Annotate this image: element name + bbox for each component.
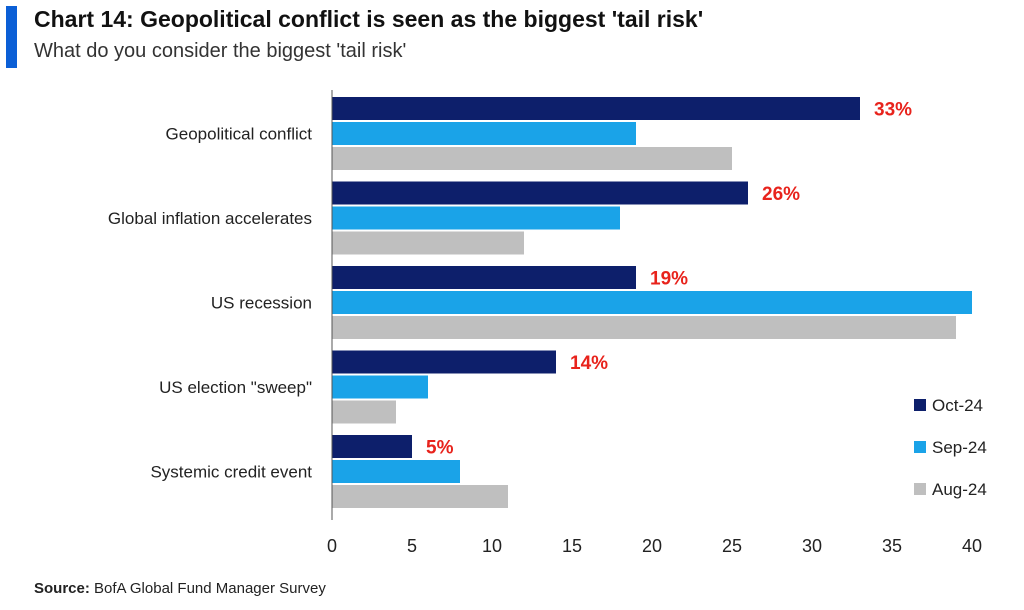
x-tick-label: 40 [962,536,982,556]
category-label: Geopolitical conflict [166,125,313,144]
bar-aug-24 [332,231,524,255]
legend-swatch [914,483,926,495]
source-text: BofA Global Fund Manager Survey [94,580,326,597]
legend-label: Aug-24 [932,480,987,499]
legend-label: Sep-24 [932,438,987,457]
chart-title: Chart 14: Geopolitical conflict is seen … [34,6,704,32]
x-tick-label: 25 [722,536,742,556]
chart-subtitle: What do you consider the biggest 'tail r… [34,40,407,62]
bar-sep-24 [332,206,620,230]
bar-oct-24 [332,181,748,205]
data-label: 14% [570,353,608,374]
x-tick-label: 30 [802,536,822,556]
legend-label: Oct-24 [932,396,983,415]
data-label: 33% [874,100,912,121]
bar-aug-24 [332,485,508,508]
bar-sep-24 [332,460,460,483]
bar-sep-24 [332,375,428,399]
data-label: 5% [426,438,454,459]
data-label: 19% [650,269,688,290]
legend-swatch [914,399,926,411]
category-label: US election "sweep" [159,378,312,397]
bar-sep-24 [332,291,972,314]
x-tick-label: 35 [882,536,902,556]
bar-aug-24 [332,316,956,339]
bar-aug-24 [332,400,396,424]
accent-bar [6,6,17,68]
x-tick-label: 15 [562,536,582,556]
x-tick-label: 0 [327,536,337,556]
category-label: US recession [211,294,312,313]
bar-oct-24 [332,266,636,289]
category-label: Global inflation accelerates [108,209,312,228]
bar-chart: Geopolitical conflict 33% Global inflation… [108,90,987,556]
legend-swatch [914,441,926,453]
bar-oct-24 [332,435,412,458]
x-tick-label: 5 [407,536,417,556]
category-label: Systemic credit event [150,463,312,482]
x-tick-label: 20 [642,536,662,556]
data-label: 26% [762,184,800,205]
source-note: Source: BofA Global Fund Manager Survey [34,580,326,597]
bar-sep-24 [332,122,636,145]
bar-aug-24 [332,147,732,170]
bar-oct-24 [332,350,556,374]
x-tick-label: 10 [482,536,502,556]
source-label: Source: [34,580,90,597]
bar-oct-24 [332,97,860,120]
